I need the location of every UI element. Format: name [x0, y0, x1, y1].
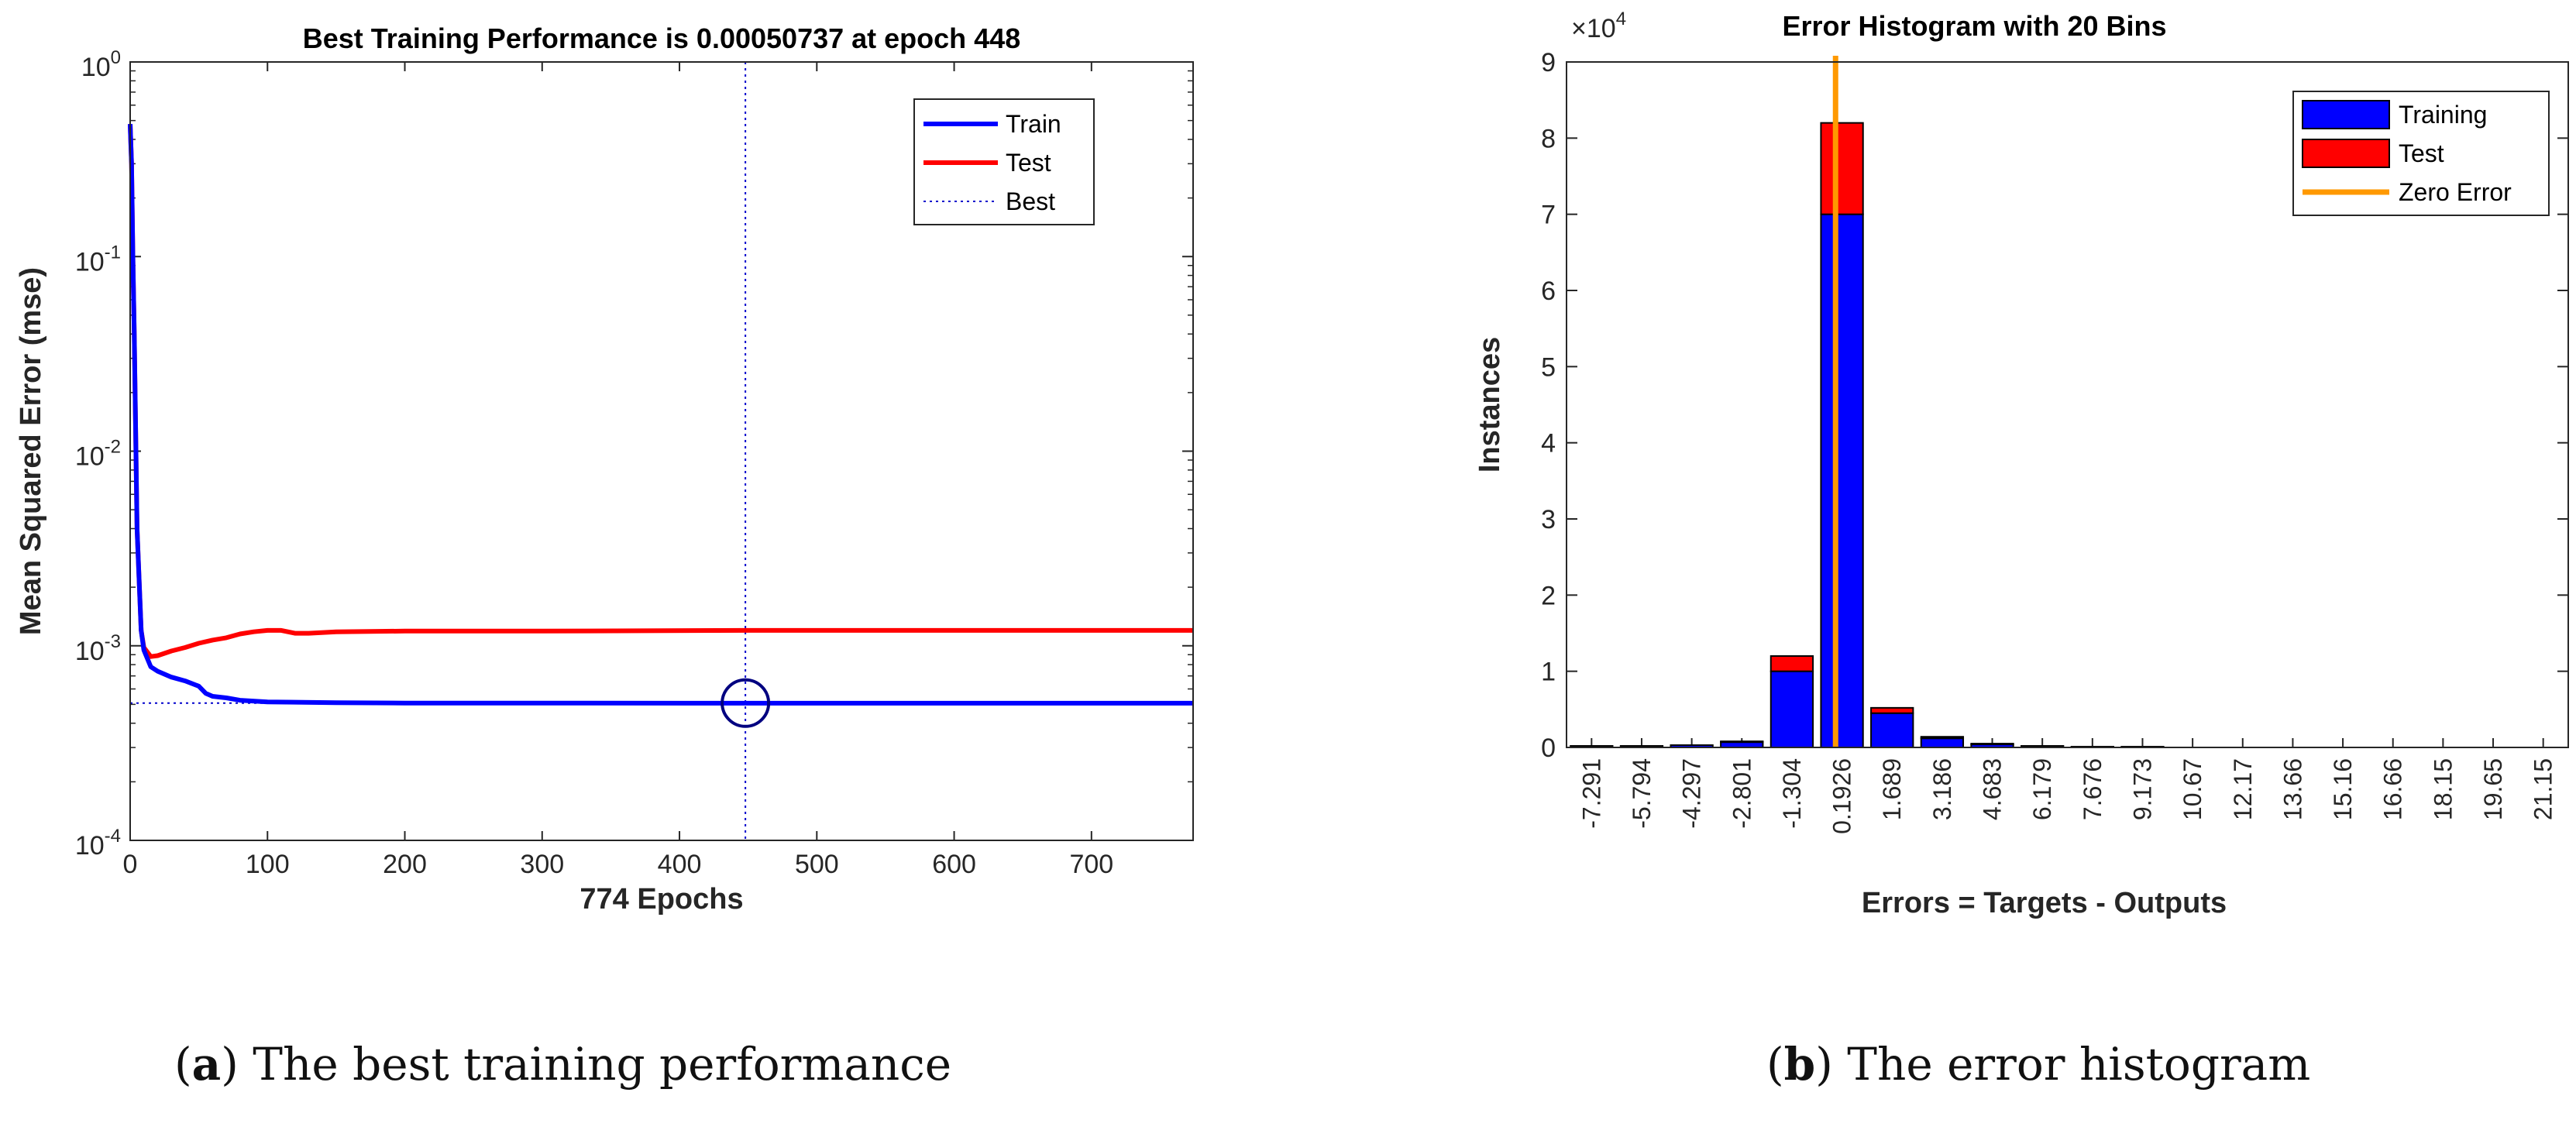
- x-tick-label-b: 12.17: [2229, 758, 2257, 820]
- plot-a-frame: [129, 61, 1194, 841]
- x-tick-label-a: 200: [383, 850, 427, 879]
- bar-training: [1820, 213, 1864, 748]
- x-tick-label-b: 3.186: [1928, 758, 1956, 820]
- legend-b-label: Test: [2399, 139, 2444, 167]
- x-tick-label-a: 400: [658, 850, 702, 879]
- legend-b-label: Zero Error: [2399, 178, 2512, 206]
- y-multiplier-b: ×104: [1571, 9, 1626, 43]
- caption-a-text: The best training performance: [238, 1038, 952, 1091]
- bar-training: [1769, 670, 1814, 749]
- series-train-line: [128, 123, 1193, 706]
- x-tick-label-b: 18.15: [2429, 758, 2457, 820]
- y-tick-label-b: 3: [1541, 505, 1556, 534]
- caption-b-letter: b: [1783, 1038, 1816, 1091]
- y-tick-label-b: 1: [1541, 658, 1556, 687]
- y-tick-label-b: 9: [1541, 48, 1556, 77]
- chart-a-ylabel: Mean Squared Error (mse): [15, 267, 47, 635]
- x-tick-label-b: 16.66: [2379, 758, 2407, 820]
- y-tick-label-a: 100: [81, 47, 121, 82]
- y-tick-label-b: 7: [1541, 201, 1556, 230]
- chart-a-xlabel: 774 Epochs: [580, 883, 743, 916]
- bar-training: [1870, 712, 1914, 748]
- bar-test: [1720, 740, 1764, 744]
- chart-b-ylabel: Instances: [1474, 337, 1506, 472]
- x-tick-label-b: 10.67: [2179, 758, 2206, 820]
- x-tick-label-a: 600: [932, 850, 976, 879]
- y-tick-label-b: 2: [1541, 581, 1556, 610]
- x-tick-label-b: 7.676: [2079, 758, 2107, 820]
- x-tick-label-b: 6.179: [2028, 758, 2056, 820]
- legend-a-label: Best: [1006, 187, 1055, 215]
- y-tick-label-b: 5: [1541, 352, 1556, 382]
- y-tick-label-b: 6: [1541, 277, 1556, 306]
- legend-b-swatch: [2302, 139, 2390, 168]
- x-tick-label-b: 9.173: [2128, 758, 2156, 820]
- bar-test: [1870, 706, 1914, 714]
- y-tick-label-b: 4: [1541, 429, 1556, 459]
- y-tick-label-a: 10-4: [75, 826, 121, 861]
- x-tick-label-b: -5.794: [1628, 758, 1656, 829]
- x-tick-label-b: 1.689: [1878, 758, 1906, 820]
- x-tick-label-a: 500: [795, 850, 839, 879]
- legend-b-swatch: [2302, 100, 2390, 129]
- x-tick-label-b: 21.15: [2530, 758, 2557, 820]
- legend-a-label: Test: [1006, 149, 1051, 177]
- chart-b-xlabel: Errors = Targets - Outputs: [1862, 887, 2227, 919]
- x-tick-label-b: -4.297: [1678, 758, 1706, 829]
- caption-a-letter: a: [191, 1038, 222, 1091]
- x-tick-label-a: 0: [123, 850, 138, 879]
- x-tick-label-b: 13.66: [2279, 758, 2306, 820]
- caption-b: (b) The error histogram: [1766, 1038, 2311, 1091]
- x-tick-label-b: 15.16: [2329, 758, 2357, 820]
- x-tick-label-b: 0.1926: [1828, 758, 1856, 834]
- chart-a-title: Best Training Performance is 0.00050737 …: [303, 22, 1020, 54]
- caption-a: (a) The best training performance: [174, 1038, 952, 1091]
- y-tick-label-b: 8: [1541, 124, 1556, 153]
- bar-test: [1769, 655, 1814, 672]
- bar-test: [1820, 122, 1864, 215]
- best-point-marker: [721, 678, 771, 728]
- x-tick-label-b: -2.801: [1728, 758, 1756, 829]
- legend-b-label: Training: [2399, 101, 2487, 129]
- bar-test: [1920, 736, 1965, 740]
- x-tick-label-a: 300: [520, 850, 564, 879]
- y-tick-label-a: 10-1: [75, 242, 121, 277]
- y-tick-label-b: 0: [1541, 733, 1556, 763]
- x-tick-label-b: -7.291: [1577, 758, 1605, 829]
- y-tick-label-a: 10-3: [75, 631, 121, 666]
- x-tick-label-a: 700: [1069, 850, 1113, 879]
- plot-b-frame: [1566, 61, 2569, 748]
- bar-training: [1720, 741, 1764, 748]
- x-tick-label-a: 100: [246, 850, 290, 879]
- chart-b-title: Error Histogram with 20 Bins: [1782, 10, 2166, 42]
- x-tick-label-b: 4.683: [1979, 758, 2007, 820]
- bar-training: [1920, 737, 1965, 749]
- caption-b-text: The error histogram: [1832, 1038, 2311, 1091]
- x-tick-label-b: 19.65: [2479, 758, 2507, 820]
- x-tick-label-b: -1.304: [1778, 758, 1806, 829]
- y-tick-label-a: 10-2: [75, 437, 121, 472]
- legend-a-label: Train: [1006, 110, 1061, 138]
